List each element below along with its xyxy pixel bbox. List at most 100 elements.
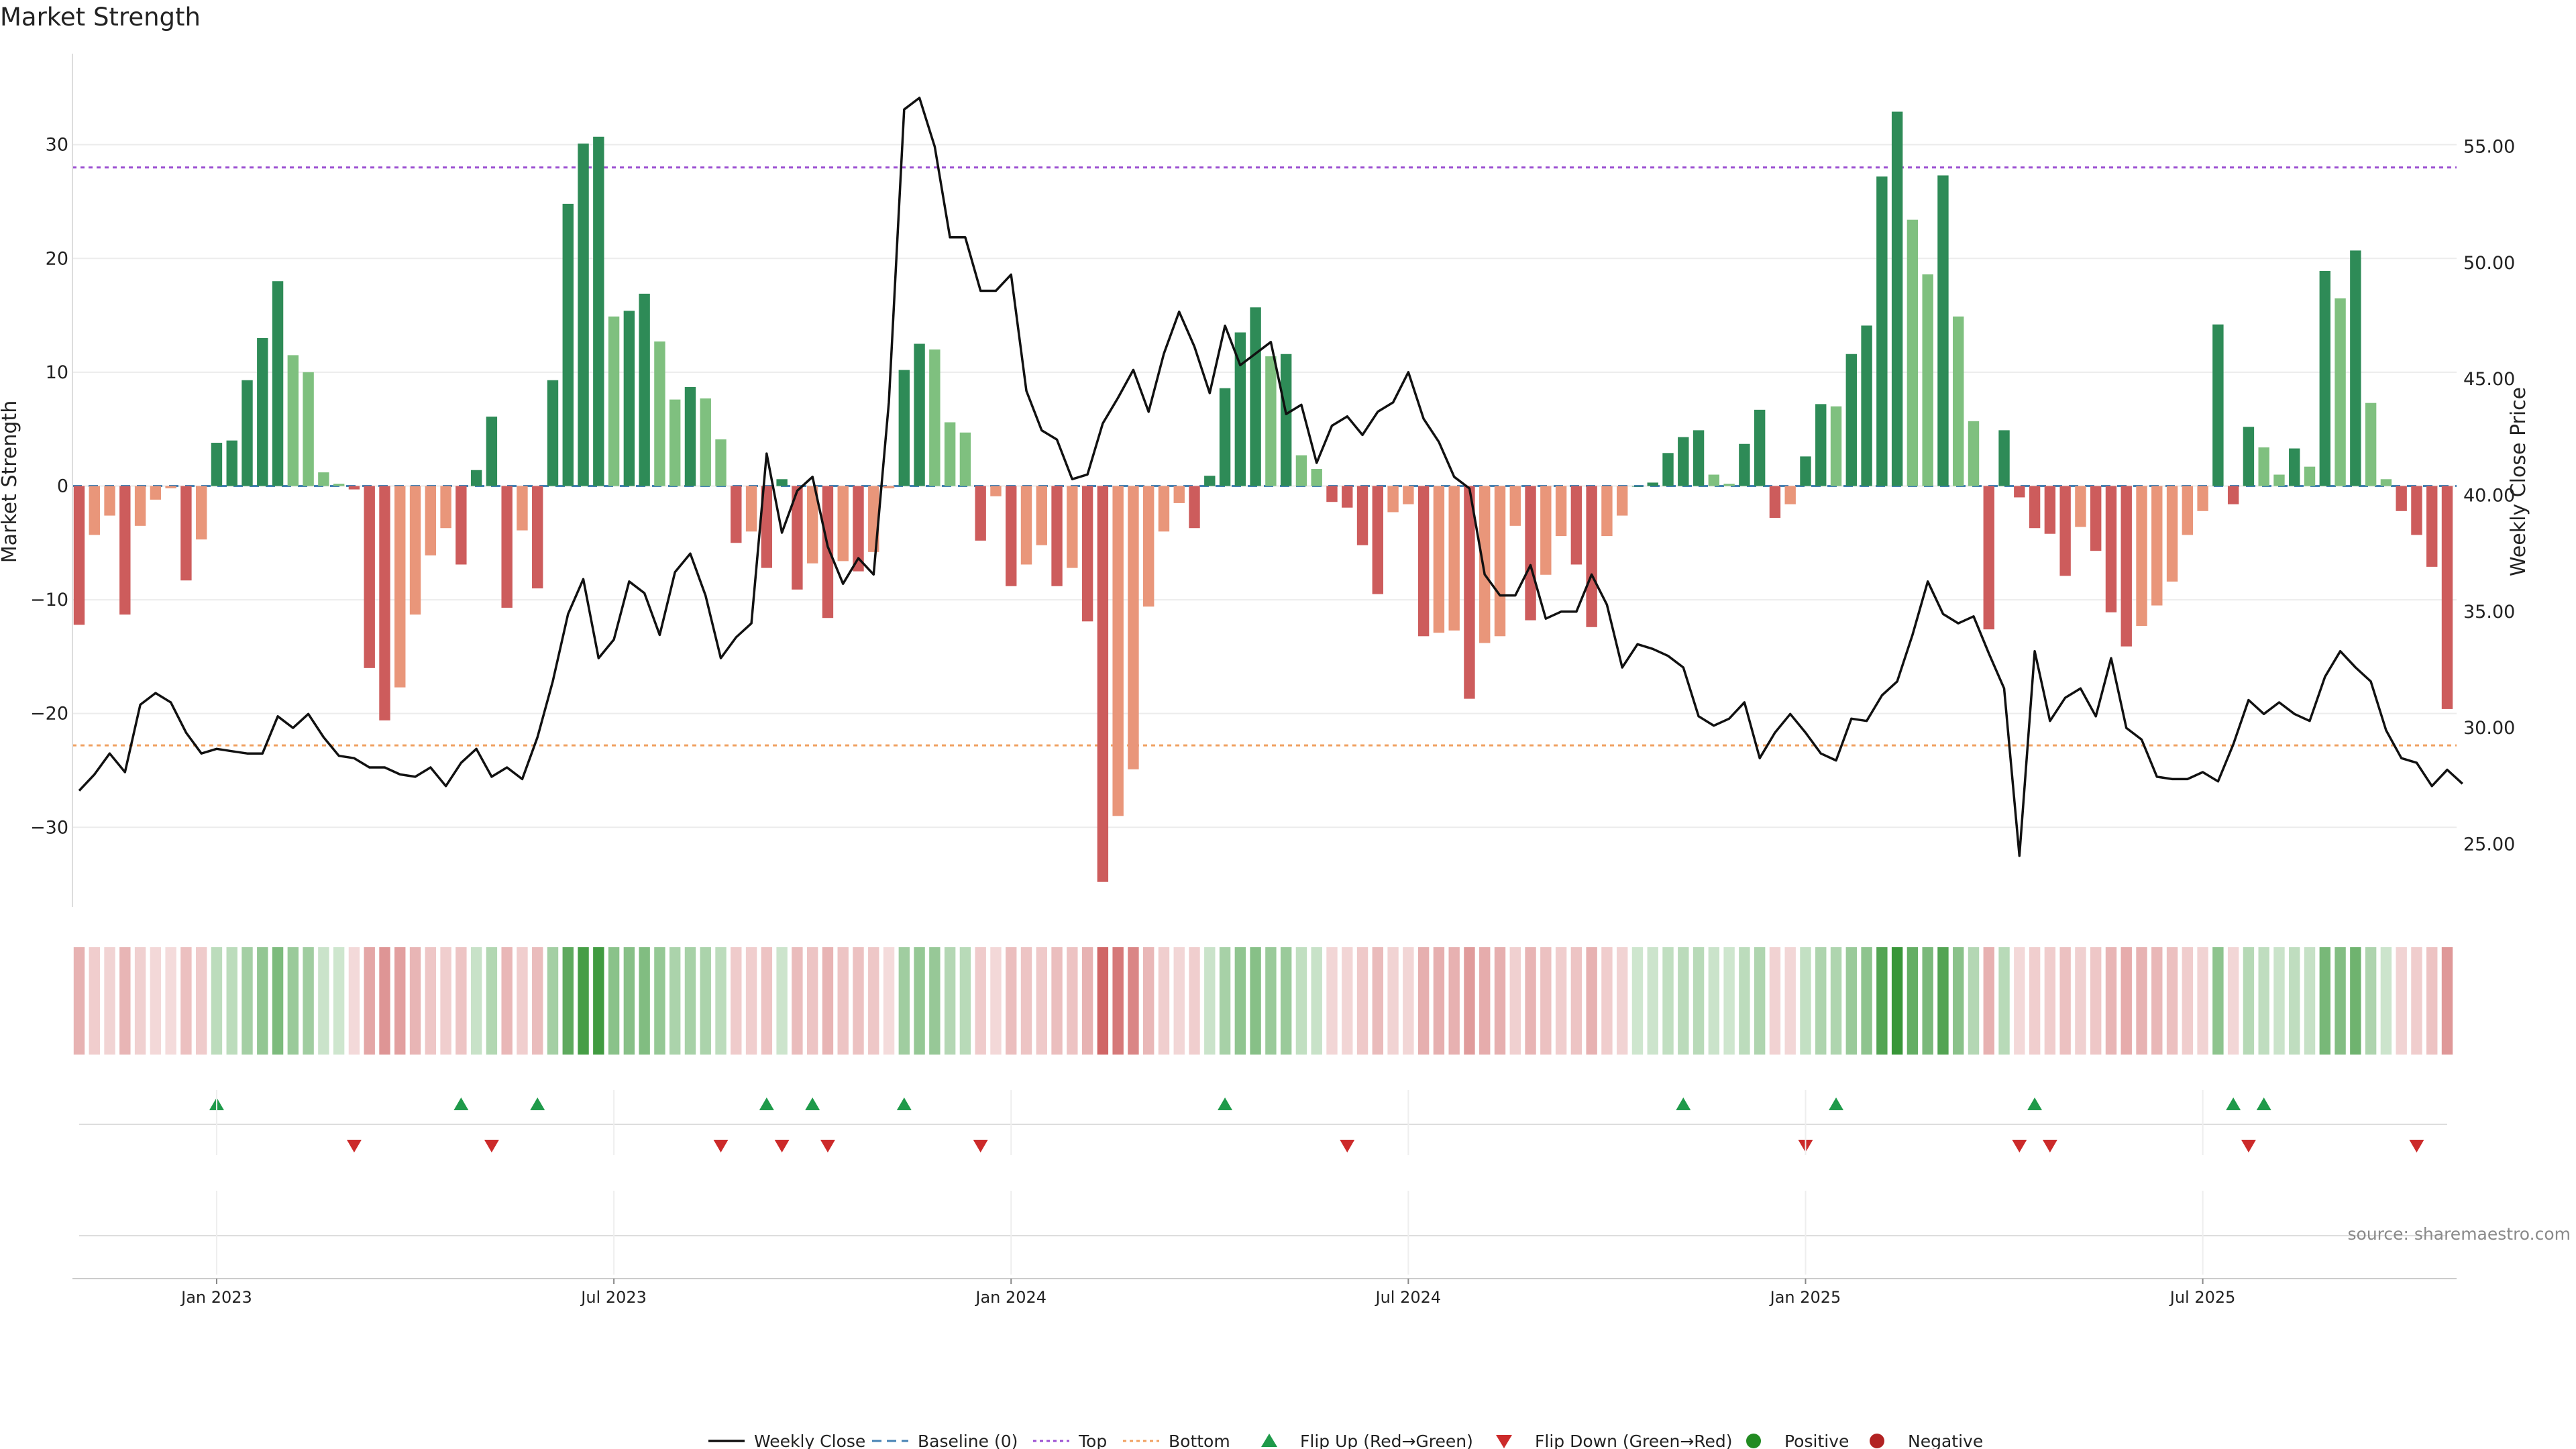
right-tick-label: 55.00: [2463, 137, 2515, 158]
heat-cell: [2273, 947, 2285, 1055]
heat-cell: [1830, 947, 1842, 1055]
heat-cell: [517, 947, 528, 1055]
heat-cell: [1968, 947, 1980, 1055]
strength-bar: [1448, 486, 1460, 631]
strength-bar: [2075, 486, 2086, 527]
legend-item: Negative: [1870, 1432, 1983, 1449]
strength-bar: [394, 486, 406, 688]
strength-bar: [104, 486, 115, 516]
strength-bar: [853, 486, 864, 572]
heat-cell: [868, 947, 879, 1055]
strength-bar: [119, 486, 131, 615]
flip-up-marker: [530, 1097, 545, 1110]
heat-cell: [440, 947, 451, 1055]
strength-bar: [440, 486, 451, 529]
heat-cell: [532, 947, 543, 1055]
strength-bar: [1036, 486, 1047, 545]
left-tick-label: −20: [30, 704, 68, 724]
heat-cell: [73, 947, 85, 1055]
strength-bar: [287, 355, 299, 486]
date-tick-label: Jul 2024: [1375, 1288, 1442, 1307]
heat-cell: [654, 947, 665, 1055]
strength-bar: [2350, 250, 2361, 486]
strength-bar: [593, 136, 604, 486]
heat-cell: [2426, 947, 2438, 1055]
heat-cell: [241, 947, 253, 1055]
legend-label: Bottom: [1169, 1432, 1230, 1449]
heat-cell: [1601, 947, 1613, 1055]
strength-bar: [1280, 354, 1292, 486]
strength-bar: [1754, 409, 1766, 486]
strength-bar: [1051, 486, 1063, 586]
strength-bar: [2243, 427, 2255, 486]
heat-cell: [2151, 947, 2163, 1055]
heat-cell: [959, 947, 971, 1055]
strength-bar: [2258, 447, 2269, 486]
heat-cell: [318, 947, 329, 1055]
legend-label: Weekly Close: [754, 1432, 865, 1449]
heat-cell: [425, 947, 437, 1055]
circle-icon: [1746, 1434, 1761, 1448]
strength-bar: [959, 432, 971, 486]
strength-bar: [1647, 482, 1658, 486]
heat-cell: [2319, 947, 2331, 1055]
strength-bar: [1555, 486, 1567, 537]
strength-bar: [2273, 474, 2285, 486]
strength-bar: [1295, 455, 1307, 486]
strength-bar: [1601, 486, 1613, 537]
date-tick-label: Jan 2023: [180, 1288, 252, 1307]
flip-down-marker: [2042, 1140, 2057, 1152]
heat-cell: [501, 947, 513, 1055]
strength-bar: [2365, 402, 2377, 486]
strength-bar: [929, 349, 941, 486]
strength-bar: [1586, 486, 1597, 627]
strength-bar: [532, 486, 543, 589]
heat-cell: [1219, 947, 1231, 1055]
heat-cell: [2075, 947, 2086, 1055]
heat-cell: [2258, 947, 2269, 1055]
strength-bar: [1784, 486, 1796, 504]
legend-label: Positive: [1784, 1432, 1849, 1449]
heat-cell: [2243, 947, 2255, 1055]
heat-cell: [1128, 947, 1139, 1055]
strength-bar: [89, 486, 100, 535]
heat-cell: [806, 947, 818, 1055]
heat-cell: [1479, 947, 1491, 1055]
flip-up-marker: [1829, 1097, 1844, 1110]
heat-cell: [486, 947, 498, 1055]
strength-bar: [1739, 443, 1750, 486]
strength-bar: [1128, 486, 1139, 769]
strength-bar: [1387, 486, 1399, 513]
strength-bar: [745, 486, 757, 532]
heat-cell: [1494, 947, 1506, 1055]
strength-bar: [1494, 486, 1506, 637]
strength-bar: [1326, 486, 1338, 502]
legend-item: Flip Up (Red→Green): [1261, 1432, 1473, 1449]
strength-bar: [883, 486, 895, 488]
heat-cell: [1983, 947, 1994, 1055]
strength-bar: [1570, 486, 1582, 565]
strength-bar: [608, 316, 620, 486]
strength-bar: [1662, 453, 1674, 486]
strength-bar: [715, 439, 727, 486]
heat-cell: [1754, 947, 1766, 1055]
date-tick-label: Jul 2025: [2169, 1288, 2236, 1307]
heat-cell: [470, 947, 482, 1055]
grid: [72, 144, 2457, 828]
heat-cell: [639, 947, 650, 1055]
heat-cell: [1998, 947, 2010, 1055]
strength-bar: [1616, 486, 1628, 516]
flip-up-marker: [453, 1097, 469, 1110]
flip-markers: [79, 1097, 2447, 1236]
strength-bar: [2029, 486, 2041, 529]
heat-cell: [409, 947, 421, 1055]
strength-bar: [898, 370, 910, 486]
heat-cell: [929, 947, 941, 1055]
heat-cell: [394, 947, 406, 1055]
date-tick-label: Jul 2023: [580, 1288, 647, 1307]
heat-cell: [990, 947, 1002, 1055]
strength-bar: [731, 486, 742, 543]
heat-cell: [562, 947, 574, 1055]
strength-bar: [837, 486, 849, 561]
strength-bar: [2059, 486, 2071, 576]
